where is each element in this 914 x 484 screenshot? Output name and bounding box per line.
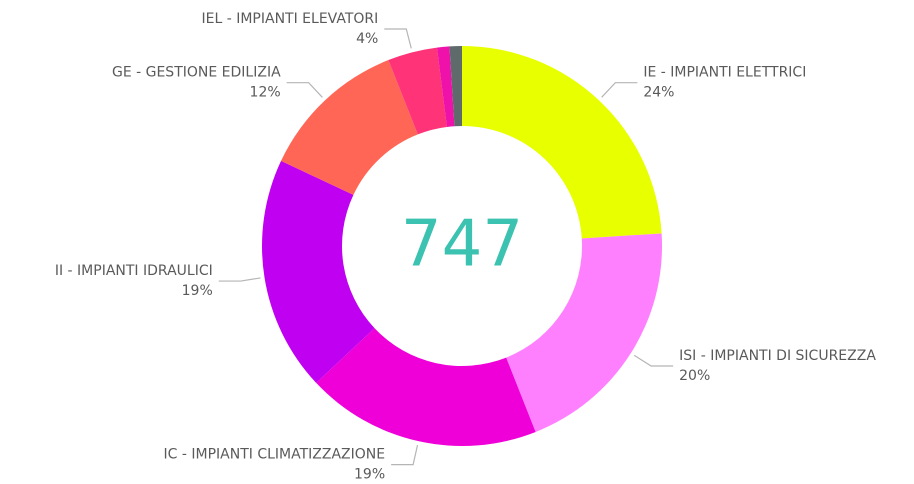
donut-slice [262, 160, 375, 383]
donut-slice [506, 233, 662, 432]
slice-label: IE - IMPIANTI ELETTRICI [643, 65, 806, 81]
leader-line [286, 82, 323, 98]
donut-slice [449, 46, 462, 127]
slice-value-label: 4% [356, 31, 378, 47]
slice-label: ISI - IMPIANTI DI SICUREZZA [679, 348, 876, 364]
donut-slice [281, 60, 418, 195]
slice-value-label: 19% [182, 283, 213, 299]
donut-slice [462, 46, 662, 239]
donut-slice [436, 46, 455, 127]
leader-line [384, 28, 412, 49]
leader-line [391, 444, 419, 466]
slice-label: IEL - IMPIANTI ELEVATORI [202, 11, 379, 27]
donut-slice [388, 47, 447, 135]
center-label: 747 [401, 208, 523, 282]
leader-line [633, 354, 674, 367]
slice-value-label: 20% [679, 368, 710, 384]
slice-label: II - IMPIANTI IDRAULICI [55, 263, 213, 279]
leader-line [601, 82, 638, 98]
slice-label: IC - IMPIANTI CLIMATIZZAZIONE [164, 447, 386, 463]
leader-line [218, 277, 261, 282]
slice-value-label: 24% [643, 85, 674, 101]
donut-slice [316, 328, 536, 446]
slice-value-label: 19% [354, 467, 385, 483]
slice-label: GE - GESTIONE EDILIZIA [112, 65, 281, 81]
slice-value-label: 12% [250, 85, 281, 101]
